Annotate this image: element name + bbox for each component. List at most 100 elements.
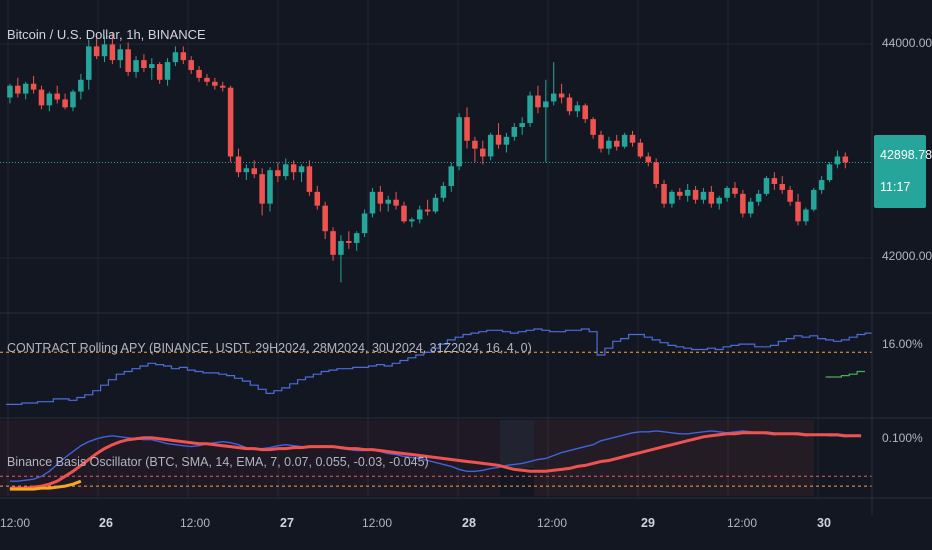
candle-body <box>188 60 194 70</box>
candle-body <box>818 180 825 190</box>
apy-indicator-legend[interactable]: CONTRACT Rolling APY (BINANCE, USDT, 29H… <box>7 341 532 355</box>
candle-body <box>842 156 849 163</box>
candle-body <box>330 231 336 255</box>
candle-body <box>645 156 652 163</box>
candle-body <box>708 191 715 204</box>
basis-series-slow <box>9 430 862 482</box>
candle-body <box>472 140 478 149</box>
candle-body <box>684 189 691 196</box>
candle-body <box>172 52 179 63</box>
candle-body <box>669 191 675 204</box>
candle-body <box>7 85 13 98</box>
candle-body <box>448 166 455 186</box>
candle-body <box>811 189 817 210</box>
price-tick-42000: 42000.00 <box>882 249 932 263</box>
candle-body <box>15 85 21 94</box>
candle-body <box>38 89 45 106</box>
candle-body <box>393 199 399 206</box>
candle-body <box>361 213 368 234</box>
candle-body <box>149 64 155 68</box>
candle-body <box>456 117 462 167</box>
candle-body <box>582 105 588 120</box>
candle-body <box>834 156 841 165</box>
candle-body <box>566 97 573 112</box>
candles-group <box>0 32 872 283</box>
candle-body <box>661 184 667 204</box>
candle-body <box>747 201 754 214</box>
candle-body <box>590 119 596 135</box>
time-tick-3: 27 <box>280 516 294 530</box>
candle-body <box>401 205 407 222</box>
candle-body <box>511 126 518 137</box>
candle-body <box>606 140 612 149</box>
candle-body <box>78 79 84 92</box>
candle-body <box>283 164 289 177</box>
candle-body <box>30 83 37 90</box>
candle-body <box>227 87 234 157</box>
candle-body <box>54 93 60 100</box>
candle-body <box>164 62 171 80</box>
bar-countdown-label: 11:17 <box>880 180 910 194</box>
candle-body <box>613 140 620 147</box>
candle-body <box>740 193 746 214</box>
candle-body <box>275 170 281 177</box>
candle-body <box>298 166 305 173</box>
time-tick-1: 26 <box>99 516 113 530</box>
candle-body <box>369 191 376 214</box>
candle-body <box>70 91 76 108</box>
candle-body <box>558 93 565 98</box>
candle-body <box>464 117 470 141</box>
legends-group: Bitcoin / U.S. Dollar, 1h, BINANCE CONTR… <box>7 27 532 469</box>
apy-axis-label: 16.00% <box>882 337 923 351</box>
basis-zone-shade-2 <box>500 420 534 468</box>
candle-body <box>795 201 801 222</box>
main-chart-title[interactable]: Bitcoin / U.S. Dollar, 1h, BINANCE <box>7 27 206 42</box>
candle-body <box>141 60 147 68</box>
candle-body <box>251 168 258 175</box>
apy-series-line <box>6 328 889 405</box>
basis-series-fast <box>9 431 862 490</box>
grid-lines <box>0 0 872 498</box>
current-price-badge <box>874 135 926 208</box>
candle-body <box>409 219 415 222</box>
current-price-label: 42898.78 <box>880 148 932 162</box>
basis-zone-shade-3 <box>534 420 814 496</box>
candle-body <box>779 184 786 190</box>
candle-body <box>480 148 486 157</box>
candle-body <box>204 77 210 82</box>
candle-body <box>677 191 683 196</box>
candle-body <box>62 99 68 108</box>
time-tick-7: 29 <box>641 516 655 530</box>
basis-indicator-legend[interactable]: Binance Basis Oscillator (BTC, SMA, 14, … <box>7 455 429 469</box>
candle-body <box>432 197 439 212</box>
candle-body <box>535 95 541 108</box>
candle-body <box>543 101 549 108</box>
candle-body <box>771 178 778 184</box>
candle-body <box>692 189 699 200</box>
candle-body <box>574 105 581 112</box>
time-tick-4: 12:00 <box>362 516 392 530</box>
candle-body <box>85 46 92 80</box>
candle-body <box>109 44 116 61</box>
candle-body <box>196 69 202 78</box>
candle-body <box>322 205 328 232</box>
candle-body <box>787 189 793 202</box>
candle-body <box>259 174 265 204</box>
price-axis-area[interactable] <box>872 0 932 515</box>
candle-body <box>101 44 108 57</box>
candle-body <box>314 191 321 206</box>
basis-axis-label: 0.100% <box>882 431 923 445</box>
candle-body <box>125 49 131 72</box>
candle-body <box>629 134 636 143</box>
candle-body <box>377 191 384 204</box>
candle-body <box>826 164 833 181</box>
candle-body <box>338 241 344 255</box>
candle-body <box>219 85 226 88</box>
candle-body <box>487 134 494 157</box>
candle-body <box>235 156 242 173</box>
candle-body <box>346 241 352 243</box>
candle-body <box>46 93 53 106</box>
candle-body <box>598 134 604 149</box>
